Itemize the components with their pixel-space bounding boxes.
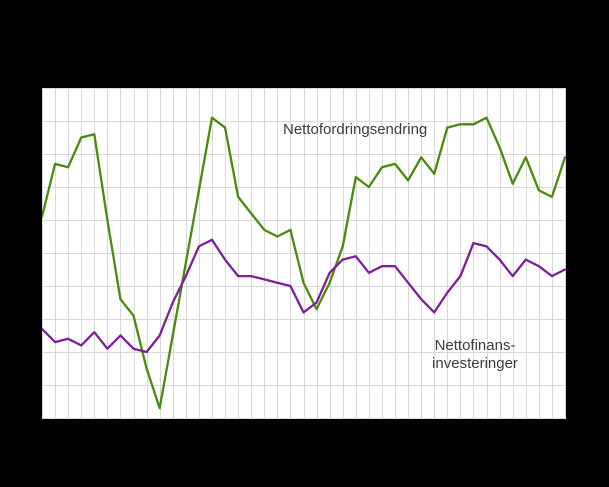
line-chart-plot [42,88,566,419]
series-label-nettofordringsendring: Nettofordringsendring [283,121,428,138]
series-label-nettofinansinvesteringer: Nettofinans- investeringer [432,337,518,372]
